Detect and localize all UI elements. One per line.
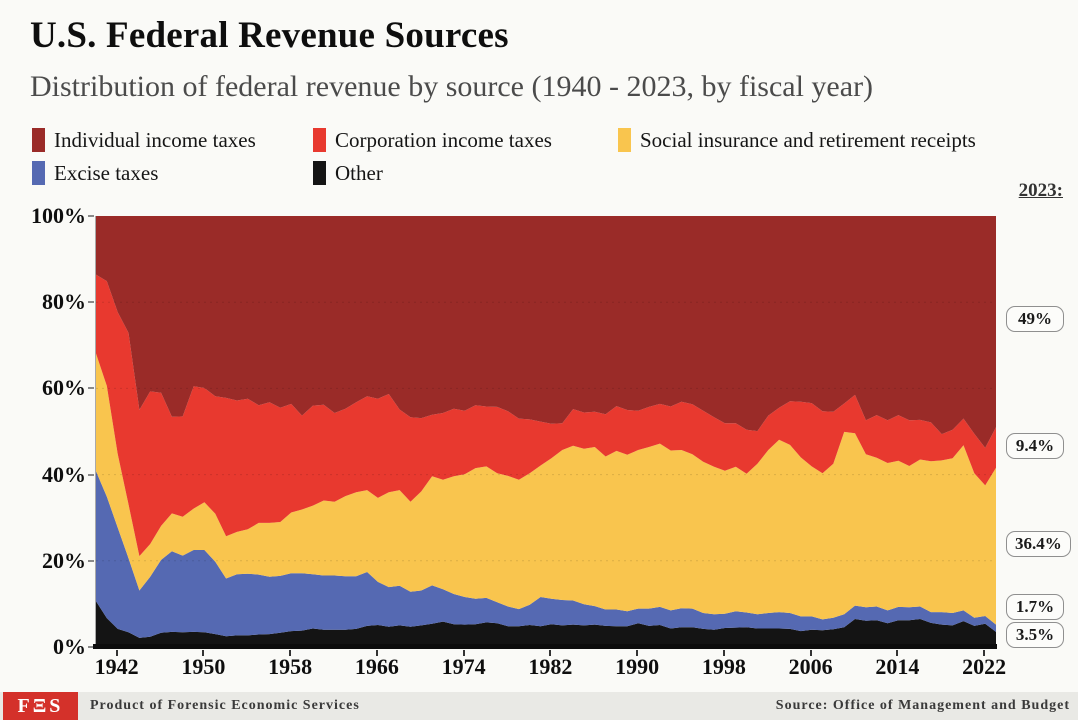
- x-axis-tick: [202, 650, 205, 656]
- y-axis-tick: [88, 301, 94, 304]
- x-axis-label: 1958: [268, 654, 313, 679]
- x-axis-label: 1974: [441, 654, 486, 679]
- y-axis-label: 20%: [42, 547, 86, 573]
- legend-item-label: Corporation income taxes: [335, 127, 552, 152]
- fes-logo: FΞS: [3, 692, 78, 720]
- annotation-2023-corporation: 9.4%: [1006, 433, 1064, 459]
- legend-item-individual: Individual income taxes: [32, 127, 256, 153]
- social-swatch: [618, 128, 631, 152]
- x-axis-tick: [983, 650, 986, 656]
- legend-item-corporation: Corporation income taxes: [313, 127, 552, 153]
- x-axis-tick: [722, 650, 725, 656]
- y-axis-tick: [88, 387, 94, 390]
- footer-bar: FΞS Product of Forensic Economic Service…: [0, 692, 1078, 720]
- footer-source: Source: Office of Management and Budget: [775, 698, 1070, 713]
- plot-area: [95, 216, 996, 647]
- x-axis-label: 1990: [615, 654, 660, 679]
- corporation-area: [96, 274, 996, 557]
- other-area: [96, 601, 996, 647]
- annotation-2023-excise: 1.7%: [1006, 594, 1064, 620]
- page-subtitle: Distribution of federal revenue by sourc…: [30, 70, 874, 103]
- y-axis-label: 40%: [42, 461, 86, 487]
- x-axis-label: 1942: [94, 654, 139, 679]
- x-axis-tick: [809, 650, 812, 656]
- stacked-area-chart: [96, 216, 996, 647]
- legend-item-label: Social insurance and retirement receipts: [640, 127, 976, 152]
- annotation-2023-other: 3.5%: [1006, 622, 1064, 648]
- x-axis-tick: [115, 650, 118, 656]
- x-axis-line: [93, 644, 997, 649]
- annotation-2023-social: 36.4%: [1006, 531, 1071, 557]
- legend-item-social: Social insurance and retirement receipts: [618, 127, 976, 153]
- y-axis-label: 0%: [53, 634, 86, 659]
- x-axis-label: 1998: [701, 654, 746, 679]
- x-axis-tick: [289, 650, 292, 656]
- legend-item-label: Other: [335, 160, 383, 185]
- x-axis-label: 1982: [528, 654, 573, 679]
- excise-area: [96, 471, 996, 638]
- y-axis-tick: [88, 473, 94, 476]
- y-axis-tick: [88, 559, 94, 562]
- x-axis-tick: [896, 650, 899, 656]
- footer-credit: Product of Forensic Economic Services: [90, 698, 360, 713]
- x-axis-tick: [375, 650, 378, 656]
- page-title: U.S. Federal Revenue Sources: [30, 15, 509, 56]
- individual-area: [96, 216, 996, 448]
- y-axis-label: 100%: [31, 203, 86, 228]
- x-axis-tick: [636, 650, 639, 656]
- x-axis-label: 1950: [181, 654, 226, 679]
- x-axis-tick: [549, 650, 552, 656]
- individual-swatch: [32, 128, 45, 152]
- end-year-heading: 2023:: [1018, 180, 1063, 201]
- other-swatch: [313, 161, 326, 185]
- x-axis-tick: [462, 650, 465, 656]
- y-axis-tick: [88, 215, 94, 217]
- annotation-2023-individual: 49%: [1006, 306, 1064, 332]
- legend-item-other: Other: [313, 160, 383, 186]
- excise-swatch: [32, 161, 45, 185]
- x-axis-label: 1966: [354, 654, 399, 679]
- x-axis-label: 2022: [962, 654, 1007, 679]
- y-axis-tick: [88, 646, 94, 648]
- legend-item-label: Individual income taxes: [54, 127, 256, 152]
- social-area: [96, 353, 996, 625]
- legend-item-label: Excise taxes: [54, 160, 159, 185]
- x-axis-label: 2006: [788, 654, 833, 679]
- x-axis-label: 2014: [875, 654, 920, 679]
- y-axis-label: 80%: [42, 289, 86, 315]
- legend-item-excise: Excise taxes: [32, 160, 158, 186]
- y-axis-label: 60%: [42, 375, 86, 401]
- corporation-swatch: [313, 128, 326, 152]
